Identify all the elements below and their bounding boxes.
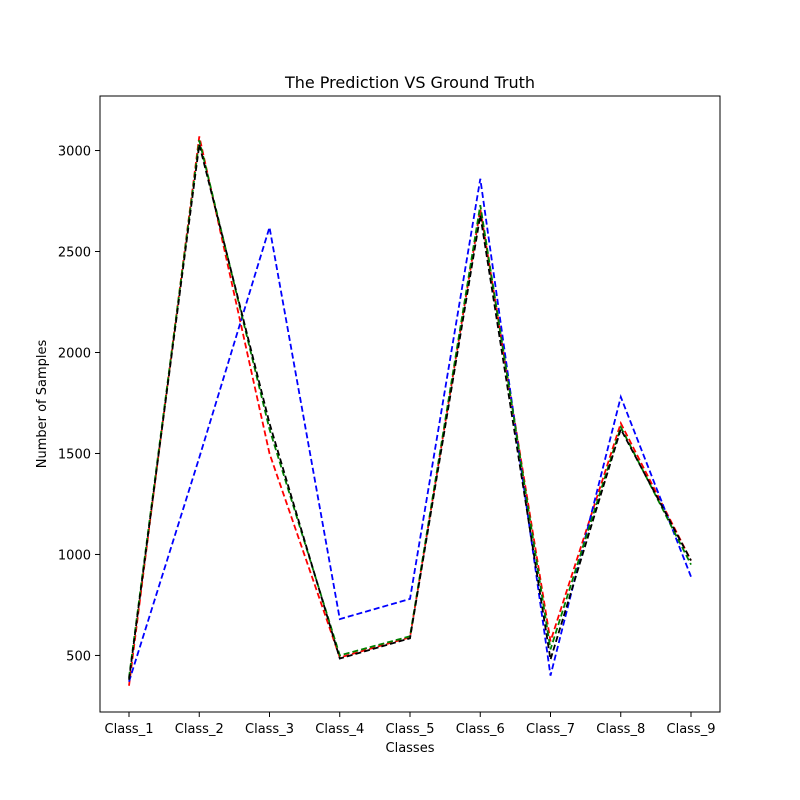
x-tick-label: Class_7 xyxy=(526,722,575,737)
chart-title: The Prediction VS Ground Truth xyxy=(284,73,535,92)
y-tick-label: 2000 xyxy=(58,346,91,361)
y-tick-label: 1500 xyxy=(58,447,91,462)
series-line-1 xyxy=(128,136,692,686)
y-tick-label: 2500 xyxy=(58,246,91,261)
plot-area xyxy=(128,136,692,686)
series-line-4 xyxy=(128,144,692,680)
y-tick-label: 3000 xyxy=(58,145,91,160)
x-tick-label: Class_6 xyxy=(456,722,505,737)
x-tick-label: Class_9 xyxy=(667,722,716,737)
x-tick-label: Class_2 xyxy=(175,722,224,737)
x-tick-label: Class_1 xyxy=(105,722,154,737)
x-axis-label: Classes xyxy=(386,741,435,756)
x-tick-label: Class_8 xyxy=(596,722,645,737)
y-tick-label: 1000 xyxy=(58,548,91,563)
x-tick-label: Class_5 xyxy=(386,722,435,737)
x-axis: Class_1 Class_2 Class_3 Class_4 Class_5 Class… xyxy=(105,712,716,737)
x-tick-label: Class_3 xyxy=(245,722,294,737)
y-axis-label: Number of Samples xyxy=(35,340,50,469)
series-line-2 xyxy=(128,178,692,682)
x-tick-label: Class_4 xyxy=(315,722,364,737)
y-axis: 500 1000 1500 2000 2500 3000 xyxy=(58,145,100,664)
y-tick-label: 500 xyxy=(66,649,91,664)
